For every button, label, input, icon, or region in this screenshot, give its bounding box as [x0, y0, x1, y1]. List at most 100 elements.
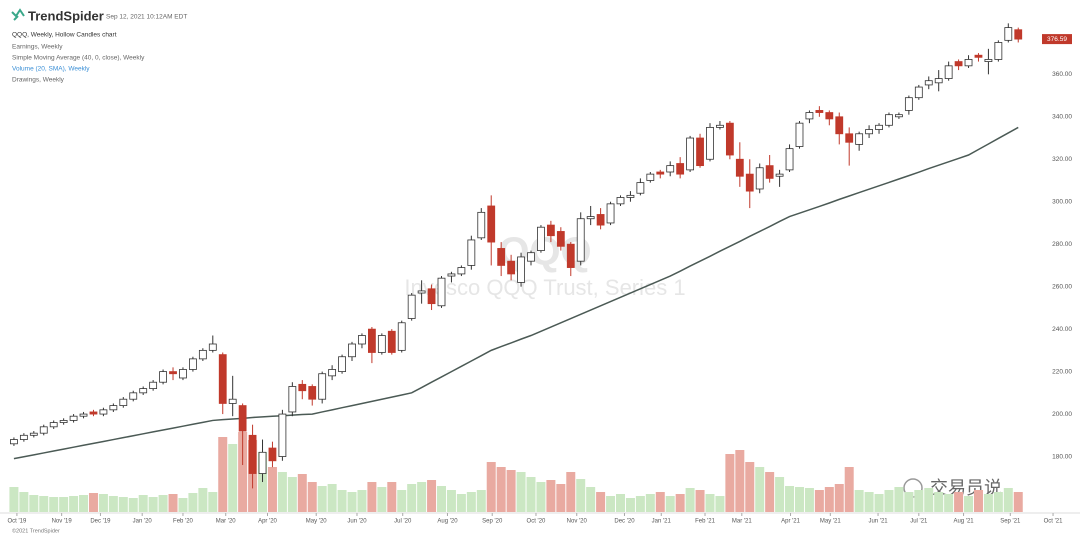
volume-bar [88, 493, 98, 512]
candle-body [457, 267, 466, 275]
volume-bar [466, 492, 476, 512]
candle-body [686, 137, 695, 171]
volume-bar [238, 432, 248, 512]
candle-body [984, 59, 993, 62]
volume-bar [596, 492, 606, 512]
candle-body [1004, 27, 1013, 41]
volume-bar [367, 482, 377, 512]
volume-bar [954, 492, 964, 512]
legend-item[interactable]: Earnings, Weekly [12, 44, 63, 51]
candle-body [59, 420, 68, 423]
volume-bar [964, 496, 974, 512]
x-tick-label: Apr '21 [781, 519, 800, 525]
candle-body [765, 165, 774, 179]
candle-body [149, 381, 158, 389]
x-tick-label: Sep '21 [1000, 519, 1021, 525]
volume-bar [337, 490, 347, 512]
candle-body [358, 335, 366, 345]
volume-bar [625, 498, 635, 512]
volume-bar [924, 488, 934, 512]
volume-bar [506, 470, 516, 512]
volume-bar [556, 484, 566, 512]
volume-bar [188, 493, 198, 512]
candle-body [755, 167, 764, 190]
candle-body [99, 409, 108, 415]
volume-bar [526, 477, 536, 512]
volume-bar [118, 497, 128, 512]
candle-body [69, 415, 78, 421]
x-tick-label: Apr '20 [258, 519, 277, 525]
last-price-box [1042, 34, 1072, 45]
volume-bar [745, 462, 755, 512]
candle-body [447, 273, 456, 277]
y-tick-label: 220.00 [1052, 368, 1072, 375]
volume-bar [775, 477, 785, 512]
x-tick-label: Jun '20 [347, 519, 367, 525]
candle-body [795, 122, 804, 147]
candle-body [298, 383, 307, 392]
x-tick-label: Oct '21 [1044, 519, 1063, 525]
volume-bar [715, 496, 725, 512]
candle-body [228, 398, 237, 404]
candle-body [268, 447, 277, 462]
volume-bar [69, 496, 79, 512]
y-tick-label: 320.00 [1052, 156, 1072, 163]
x-tick-label: Feb '20 [173, 519, 193, 525]
candle-body [288, 386, 297, 413]
candle-body [616, 197, 625, 205]
volume-bar [297, 474, 307, 512]
candle-body [29, 432, 38, 436]
x-tick-label: May '21 [820, 519, 841, 525]
x-tick-label: Jan '21 [652, 519, 672, 525]
candle-body [606, 203, 615, 224]
y-tick-label: 280.00 [1052, 241, 1072, 248]
candle-body [586, 216, 595, 220]
x-tick-label: Oct '19 [7, 519, 26, 525]
last-price-label: 376.59 [1047, 36, 1067, 43]
candle-body [318, 373, 327, 400]
candle-body [785, 148, 794, 171]
volume-bar [854, 490, 864, 512]
legend-item[interactable]: Volume (20, SMA), Weekly [12, 66, 90, 73]
candle-body [556, 231, 565, 247]
candle-body [308, 386, 317, 400]
volume-bar [9, 487, 19, 512]
volume-bar [29, 495, 39, 512]
y-tick-label: 180.00 [1052, 453, 1072, 460]
volume-bar [914, 490, 924, 512]
volume-bar [785, 486, 795, 512]
candle-body [278, 413, 287, 457]
candle-body [218, 354, 227, 404]
volume-bar [138, 495, 148, 512]
volume-bar [635, 496, 645, 512]
volume-bar [586, 487, 596, 512]
legend-item[interactable]: Simple Moving Average (40, 0, close), We… [12, 55, 145, 62]
volume-bar [208, 492, 218, 512]
volume-bar [536, 482, 546, 512]
y-tick-label: 200.00 [1052, 411, 1072, 418]
candle-body [775, 173, 784, 177]
candle-body [885, 114, 893, 126]
volume-bar [49, 497, 59, 512]
volume-bar [39, 496, 49, 512]
candle-body [706, 127, 714, 160]
legend-item[interactable]: Drawings, Weekly [12, 77, 65, 84]
candle-body [517, 256, 525, 283]
candle-body [129, 392, 138, 400]
volume-bar [277, 472, 287, 512]
volume-bar [655, 492, 665, 512]
volume-bar [108, 496, 118, 512]
sma-line [13, 126, 1019, 460]
candle-body [367, 328, 376, 353]
candle-body [646, 173, 655, 181]
volume-bar [437, 486, 447, 512]
candle-body [745, 173, 754, 192]
chart-name: QQQ, Weekly, Hollow Candles chart [12, 32, 117, 39]
volume-bar [347, 492, 357, 512]
volume-bar [496, 467, 506, 512]
volume-bar [397, 490, 407, 512]
candle-body [477, 211, 486, 239]
candle-body [39, 426, 48, 434]
volume-bar [794, 487, 804, 512]
volume-bar [198, 488, 208, 512]
